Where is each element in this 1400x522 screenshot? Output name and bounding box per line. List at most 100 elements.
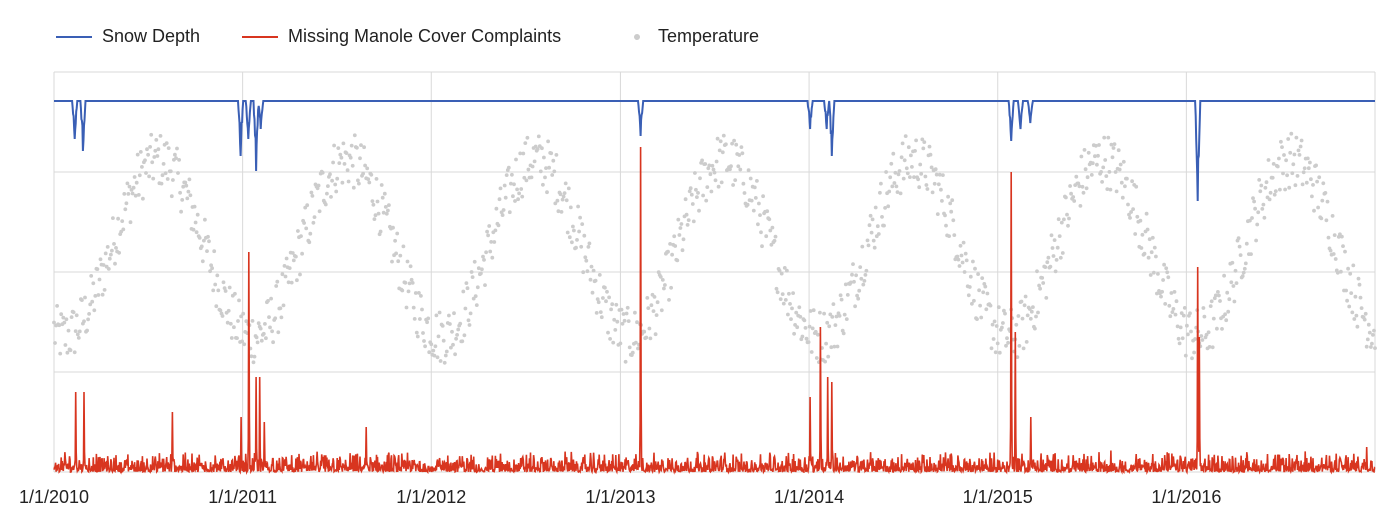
temperature-point [769,242,774,247]
temperature-point [465,286,470,291]
temperature-point [971,259,975,264]
temperature-point [1068,184,1072,188]
legend-item-temperature[interactable]: Temperature [620,26,759,47]
temperature-point [869,230,874,235]
temperature-point [983,284,988,289]
temperature-point [80,298,84,302]
temperature-point [1084,186,1089,191]
legend-item-manhole-complaints[interactable]: Missing Manole Cover Complaints [242,26,561,47]
complaints-series [53,146,1376,475]
temperature-point [1229,280,1234,285]
temperature-point [1138,218,1143,223]
temperature-point [1116,148,1121,153]
temperature-point [783,298,788,302]
temperature-point [511,194,515,199]
temperature-point [1255,222,1260,227]
temperature-point [843,282,848,287]
temperature-point [1040,276,1045,280]
temperature-point [571,224,575,229]
temperature-point [1365,337,1370,342]
temperature-point [127,184,132,189]
temperature-point [1366,322,1371,327]
temperature-point [669,285,673,290]
temperature-point [1014,322,1019,327]
temperature-point [1050,246,1055,250]
temperature-point [341,141,346,146]
complaints-line [53,146,1376,475]
temperature-point [240,339,245,344]
temperature-point [387,203,391,208]
temperature-point [1268,190,1273,195]
temperature-point [386,208,390,213]
temperature-point [168,169,173,174]
temperature-point [1097,143,1101,147]
temperature-point [450,329,454,334]
temperature-point [235,336,239,340]
temperature-point [595,297,600,301]
temperature-point [1074,174,1079,179]
temperature-point [789,317,793,321]
temperature-point [1279,139,1283,144]
temperature-point [925,187,930,191]
temperature-point [644,335,649,340]
temperature-point [351,185,356,190]
temperature-point [831,302,836,306]
temperature-point [121,227,126,232]
temperature-point [824,341,828,346]
temperature-point [728,167,732,172]
temperature-point [1086,150,1091,155]
temperature-point [418,317,422,321]
temperature-point [688,186,693,191]
temperature-point [1317,175,1322,180]
temperature-point [647,326,652,331]
temperature-point [977,288,981,293]
temperature-point [266,299,270,303]
legend-item-snow-depth[interactable]: Snow Depth [56,26,200,47]
temperature-point [1261,202,1266,207]
temperature-point [1272,192,1277,197]
temperature-point [897,169,902,173]
temperature-point [1150,235,1155,240]
temperature-point [1281,171,1285,176]
temperature-point [1119,180,1124,185]
temperature-point [250,319,255,323]
temperature-point [739,145,744,150]
temperature-point [1343,249,1347,254]
temperature-point [1295,174,1300,178]
temperature-point [760,244,764,249]
temperature-point [1358,295,1363,300]
temperature-point [681,237,686,242]
temperature-point [963,251,968,256]
temperature-point [90,299,95,304]
temperature-point [1311,183,1315,187]
temperature-point [1310,194,1314,199]
x-tick-label: 1/1/2011 [208,487,277,507]
temperature-point [467,323,472,327]
temperature-point [317,209,322,214]
temperature-point [1223,312,1227,317]
temperature-point [870,217,875,222]
temperature-point [391,225,395,230]
temperature-point [470,275,475,279]
temperature-point [566,186,571,191]
temperature-point [132,175,137,179]
temperature-point [1164,266,1169,271]
temperature-point [404,305,409,310]
temperature-point [393,238,397,243]
temperature-point [1118,162,1123,167]
temperature-point [659,308,664,313]
temperature-point [461,289,466,294]
temperature-point [1215,326,1219,331]
temperature-point [381,210,386,215]
temperature-point [1339,269,1343,274]
x-tick-label: 1/1/2013 [585,487,655,507]
temperature-point [1218,299,1222,303]
temperature-point [414,330,419,335]
temperature-point [871,238,876,243]
temperature-point [453,352,457,357]
temperature-point [1257,178,1262,182]
temperature-point [724,142,728,147]
temperature-point [421,331,425,335]
temperature-point [344,151,349,156]
temperature-point [886,204,891,209]
